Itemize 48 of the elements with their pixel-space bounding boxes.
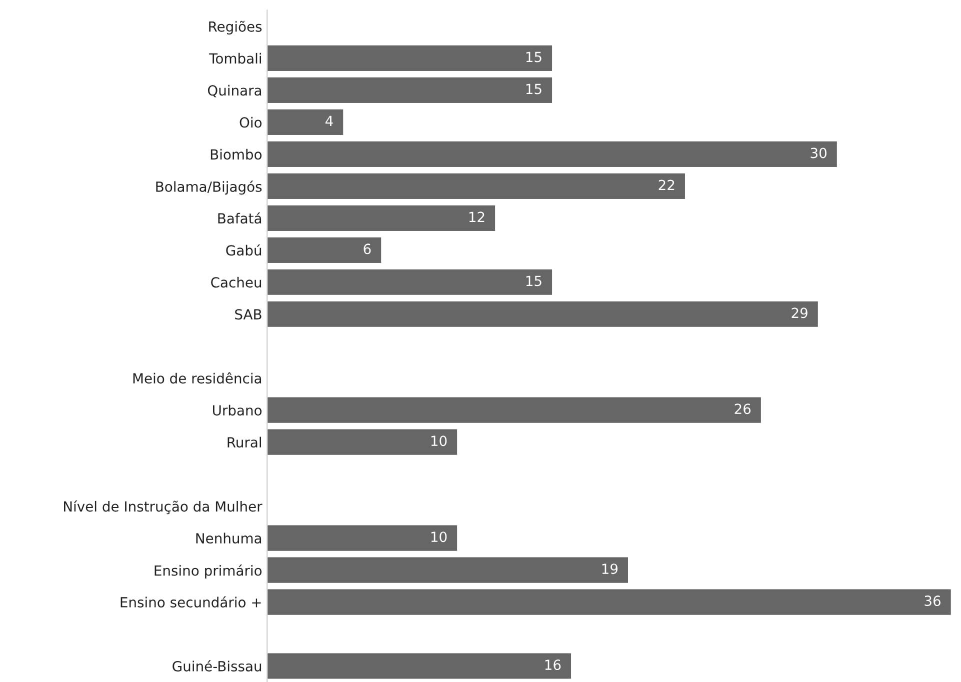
y-tick-label: Bafatá <box>218 212 262 224</box>
bar <box>267 589 951 615</box>
y-tick-label: Urbano <box>213 404 262 416</box>
bar <box>267 397 761 423</box>
data-label: 6 <box>364 244 371 254</box>
bar <box>267 301 818 327</box>
bar <box>267 205 496 231</box>
y-tick-label: Ensino secundário + <box>120 596 261 608</box>
data-label: 30 <box>810 148 826 158</box>
data-label: 15 <box>526 84 542 94</box>
y-tick-label: Biombo <box>210 148 262 160</box>
y-tick-label: Rural <box>228 436 261 448</box>
data-label: 15 <box>526 276 542 286</box>
data-label: 16 <box>545 660 561 670</box>
bar <box>267 77 552 103</box>
y-tick-label: Nível de Instrução da Mulher <box>64 500 262 514</box>
y-tick-label: Regiões <box>209 20 262 35</box>
bar <box>267 237 382 263</box>
data-label: 36 <box>924 596 940 606</box>
y-tick-label: Cacheu <box>211 276 262 288</box>
data-label: 4 <box>325 116 333 126</box>
bar <box>267 653 572 679</box>
y-tick-label: Nenhuma <box>196 532 262 544</box>
data-label: 10 <box>431 532 447 542</box>
y-tick-label: Oio <box>240 116 262 128</box>
y-tick-label: Bolama/Bijagós <box>156 180 262 195</box>
bar <box>267 109 344 135</box>
bar <box>267 173 685 199</box>
data-label: 26 <box>734 404 751 414</box>
y-tick-label: SAB <box>235 309 262 320</box>
data-label: 19 <box>602 564 618 574</box>
data-label: 29 <box>792 308 808 318</box>
y-tick-label: Meio de residência <box>133 372 262 384</box>
bar <box>267 557 628 583</box>
data-label: 12 <box>469 212 484 222</box>
y-tick-label: Quinara <box>208 84 262 98</box>
y-tick-label: Guiné-Bissau <box>172 660 262 672</box>
bar <box>267 269 552 295</box>
y-tick-label: Gabú <box>226 244 262 256</box>
bar <box>267 525 458 551</box>
bar <box>267 429 458 455</box>
data-label: 22 <box>658 180 674 190</box>
bar <box>267 141 837 167</box>
bar <box>267 45 552 72</box>
data-label: 15 <box>526 52 542 62</box>
y-tick-label: Tombali <box>209 52 261 64</box>
y-tick-label: Ensino primário <box>154 564 262 578</box>
data-label: 10 <box>431 436 447 446</box>
